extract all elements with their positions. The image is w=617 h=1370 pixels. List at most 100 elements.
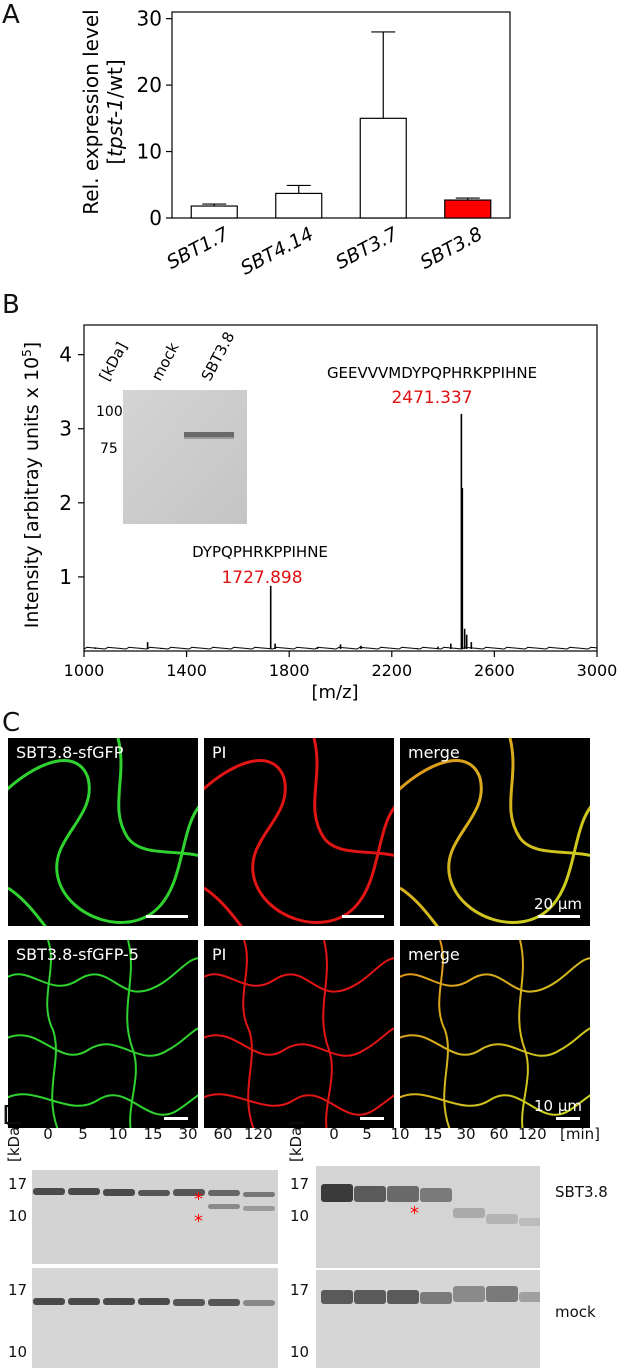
x-tick-label: 1400 xyxy=(166,661,207,680)
timepoint-label: 15 xyxy=(423,1125,443,1143)
inset-lane-mock: mock xyxy=(148,339,183,384)
time-unit-label: [min] xyxy=(560,1125,600,1143)
micrograph-merge: merge 20 µm xyxy=(400,738,590,926)
expression-bar-chart: Rel. expression level [tpst-1/wt] 0 10 20 3… xyxy=(79,7,511,280)
blot-band xyxy=(486,1214,518,1224)
scale-bar-label: 10 µm xyxy=(533,1097,582,1115)
panel-letter-a: A xyxy=(2,0,20,30)
category-label: SBT3.8 xyxy=(417,223,486,274)
micrograph-label: PI xyxy=(212,743,227,762)
blot-band xyxy=(208,1190,240,1196)
blot-band xyxy=(420,1188,452,1202)
panel-d-blot: [kDa] 0 5 10 15 30 60 120 17 10 17 10 * * xyxy=(0,1120,282,1370)
x-tick-label: 3000 xyxy=(577,661,617,680)
y-tick-label: 30 xyxy=(137,7,162,31)
cell-outline-image xyxy=(400,940,590,1128)
plot-frame xyxy=(83,324,598,652)
timepoint-label: 60 xyxy=(489,1125,509,1143)
bar xyxy=(190,205,238,219)
micrograph-green: SBT3.8-sfGFP-5 xyxy=(8,940,198,1128)
blot-band xyxy=(486,1286,518,1302)
cell-wall xyxy=(204,738,394,926)
blot-band xyxy=(354,1186,386,1202)
blot-band xyxy=(33,1188,65,1195)
asterisk-d-1: * xyxy=(194,1189,203,1210)
scale-bar xyxy=(164,1117,188,1120)
blot-e-bottom xyxy=(316,1270,540,1368)
row-label-sbt38: SBT3.8 xyxy=(555,1183,608,1201)
timepoint-label: 120 xyxy=(518,1125,547,1143)
y-tick-label: 10 xyxy=(137,140,162,164)
blot-band xyxy=(243,1206,275,1211)
marker-e-10-bottom: 10 xyxy=(290,1343,310,1361)
inset-unit-label: [kDa] xyxy=(96,339,131,384)
inset-marker-75: 75 xyxy=(100,441,118,457)
timepoint-label: 10 xyxy=(108,1125,128,1143)
blot-band xyxy=(453,1208,485,1218)
y-tick-label: 2 xyxy=(59,491,72,515)
marker-e-17-top: 17 xyxy=(290,1175,310,1193)
y-tick-label: 1 xyxy=(59,565,72,589)
cell-wall xyxy=(8,940,198,1128)
micrograph-merge: merge 10 µm xyxy=(400,940,590,1128)
bar xyxy=(444,199,492,219)
unit-label-d: [kDa] xyxy=(5,1120,23,1162)
blot-band xyxy=(420,1292,452,1304)
cell-outline-image xyxy=(204,940,394,1128)
inset-lane-sbt38: SBT3.8 xyxy=(198,329,239,384)
peak-sequence-1: DYPQPHRKPPIHNE xyxy=(192,543,328,561)
cell-outline-image xyxy=(204,738,394,926)
peak-mass-2: 2471.337 xyxy=(391,388,472,408)
inset-marker-100: 100 xyxy=(96,404,123,420)
blot-band xyxy=(33,1298,65,1305)
x-axis-label: [m/z] xyxy=(311,682,358,703)
bar xyxy=(275,192,323,219)
blot-band xyxy=(321,1184,353,1202)
blot-band xyxy=(138,1298,170,1305)
micrograph-label: merge xyxy=(408,743,460,762)
marker-e-10-top: 10 xyxy=(290,1207,310,1225)
timepoint-label: 30 xyxy=(178,1125,198,1143)
blot-band xyxy=(519,1218,540,1226)
blot-band xyxy=(243,1192,275,1197)
timepoint-label: 120 xyxy=(244,1125,273,1143)
panel-e-blot: [kDa] 0 5 10 15 30 60 120 [min] 17 10 17 10 * … xyxy=(282,1120,617,1370)
micrograph-red: PI xyxy=(204,738,394,926)
y-axis-label-line2: [tpst-1/wt] xyxy=(103,59,127,164)
blot-band xyxy=(387,1186,419,1202)
peak-mass-1: 1727.898 xyxy=(221,568,302,588)
row-label-mock: mock xyxy=(555,1303,596,1321)
asterisk-d-2: * xyxy=(194,1211,203,1232)
y-tick-label: 4 xyxy=(59,343,72,367)
cell-outline-image xyxy=(8,738,198,926)
y-tick-label: 3 xyxy=(59,417,72,441)
blot-d-bottom xyxy=(32,1268,278,1368)
peak-sequence-2: GEEVVVMDYPQPHRKPPIHNE xyxy=(327,364,537,382)
asterisk-e: * xyxy=(410,1203,419,1224)
blot-d-top xyxy=(32,1170,278,1264)
timepoint-label: 30 xyxy=(456,1125,476,1143)
y-axis-label-line1: Rel. expression level xyxy=(79,9,103,214)
micrograph-label: merge xyxy=(408,945,460,964)
timepoint-label: 10 xyxy=(390,1125,410,1143)
timepoint-label: 60 xyxy=(213,1125,233,1143)
marker-d-17-bottom: 17 xyxy=(8,1281,28,1299)
cell-outline-image xyxy=(400,738,590,926)
plot-frame xyxy=(171,11,511,219)
marker-e-17-bottom: 17 xyxy=(290,1281,310,1299)
blot-band xyxy=(68,1188,100,1195)
category-label: SBT3.7 xyxy=(332,223,401,274)
blot-band xyxy=(321,1290,353,1304)
cell-wall xyxy=(400,738,590,926)
blot-band xyxy=(173,1299,205,1306)
blot-band xyxy=(387,1290,419,1304)
panel-letter-b: B xyxy=(2,290,20,320)
unit-label-e: [kDa] xyxy=(287,1120,305,1162)
scale-bar xyxy=(538,915,580,918)
x-tick-label: 2200 xyxy=(371,661,412,680)
micrograph-label: SBT3.8-sfGFP-5 xyxy=(16,945,139,964)
timepoint-label: 0 xyxy=(43,1125,53,1143)
blot-band xyxy=(243,1300,275,1306)
blot-band xyxy=(68,1298,100,1305)
scale-bar xyxy=(556,1117,580,1120)
